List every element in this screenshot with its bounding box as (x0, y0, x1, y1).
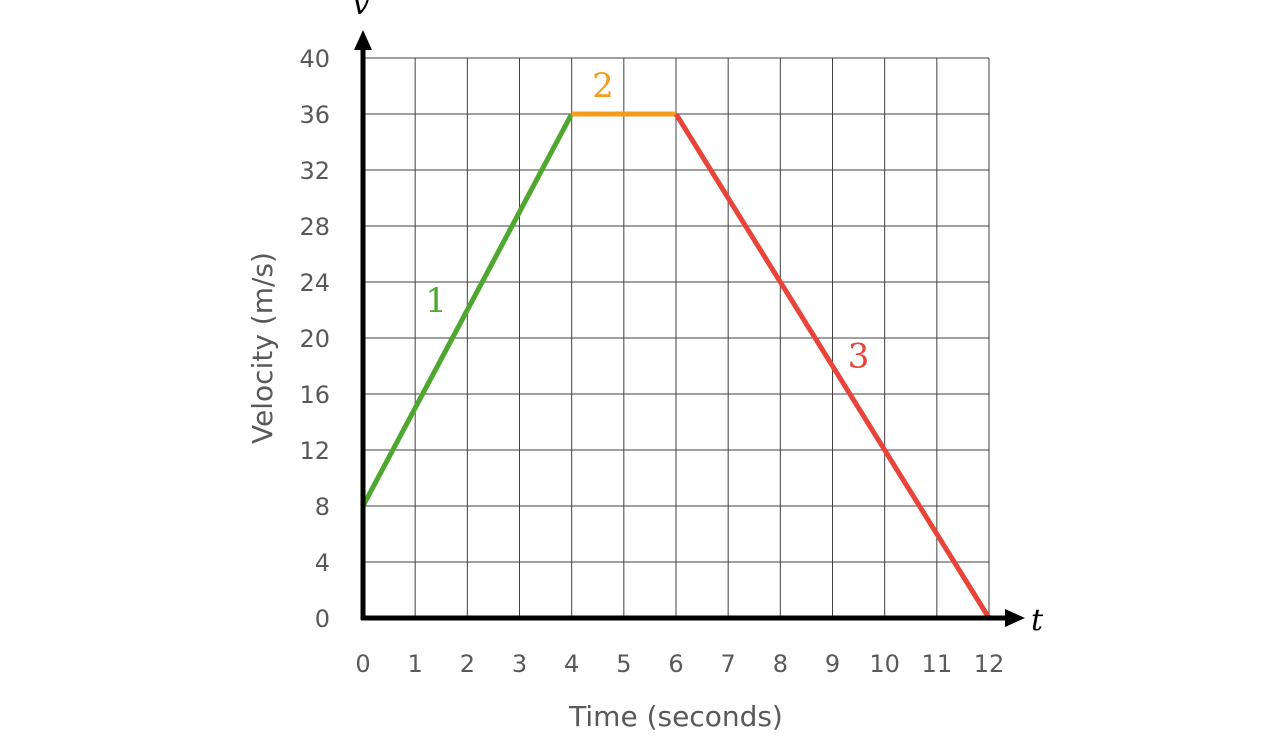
x-tick-label: 0 (355, 650, 370, 678)
y-tick-label: 8 (315, 493, 330, 521)
x-tick-label: 2 (460, 650, 475, 678)
x-tick-label: 4 (564, 650, 579, 678)
y-axis-title: Velocity (m/s) (246, 252, 279, 444)
x-tick-label: 3 (512, 650, 527, 678)
y-tick-label: 36 (299, 101, 330, 129)
y-axis-arrowhead (354, 30, 372, 50)
series-labels: 1 2 3 (425, 66, 869, 376)
y-tick-label: 12 (299, 437, 330, 465)
x-tick-label: 5 (616, 650, 631, 678)
x-tick-label: 11 (922, 650, 953, 678)
x-axis-title: Time (seconds) (568, 700, 783, 733)
y-tick-label: 20 (299, 325, 330, 353)
x-tick-label: 1 (408, 650, 423, 678)
series-layer (360, 111, 992, 620)
x-tick-label: 12 (974, 650, 1005, 678)
series-3-label: 3 (848, 336, 870, 376)
axes (354, 30, 1025, 627)
x-tick-label: 6 (668, 650, 683, 678)
y-tick-label: 16 (299, 381, 330, 409)
x-tick-label: 9 (825, 650, 840, 678)
y-tick-label: 24 (299, 269, 330, 297)
series-2-label: 2 (592, 66, 614, 106)
y-tick-label: 40 (299, 45, 330, 73)
y-tick-label: 0 (315, 605, 330, 633)
x-tick-label: 10 (869, 650, 900, 678)
x-axis-symbol: t (1031, 603, 1044, 638)
grid (363, 57, 990, 618)
y-tick-label: 32 (299, 157, 330, 185)
x-axis-arrowhead (1005, 609, 1025, 627)
y-axis-symbol: v (353, 0, 370, 22)
x-tick-label: 7 (721, 650, 736, 678)
y-tick-label: 28 (299, 213, 330, 241)
y-tick-label: 4 (315, 549, 330, 577)
series-3-line (673, 112, 992, 620)
x-tick-label: 8 (773, 650, 788, 678)
series-1-line (360, 112, 574, 508)
series-1-label: 1 (425, 281, 447, 321)
